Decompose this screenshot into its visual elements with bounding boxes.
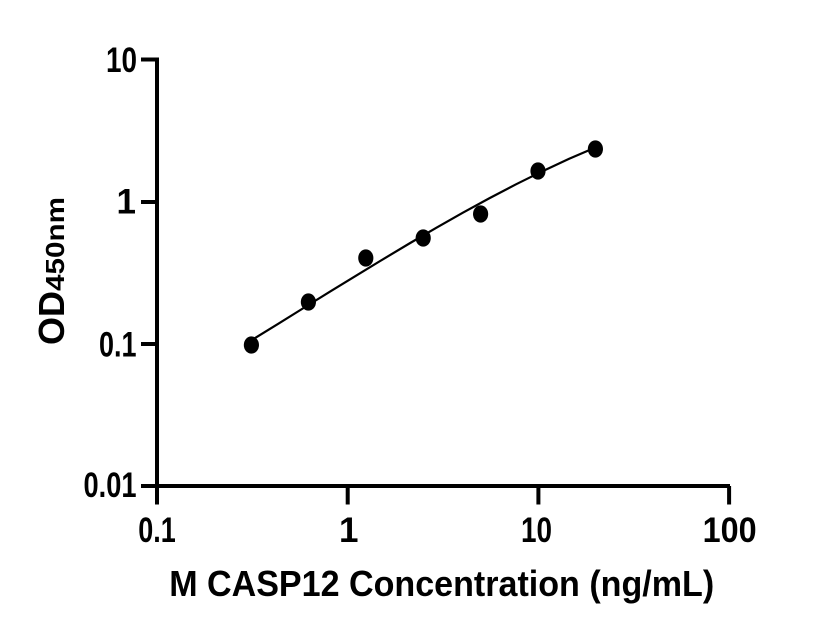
svg-text:450nm: 450nm	[40, 197, 70, 291]
svg-text:10: 10	[521, 511, 552, 550]
svg-text:OD: OD	[31, 291, 72, 345]
svg-text:0.01: 0.01	[84, 466, 137, 505]
svg-text:M CASP12 Concentration (ng/mL): M CASP12 Concentration (ng/mL)	[169, 563, 714, 604]
svg-text:1: 1	[117, 183, 136, 222]
svg-text:1: 1	[339, 511, 358, 550]
svg-text:100: 100	[703, 511, 757, 550]
svg-text:10: 10	[106, 41, 137, 80]
svg-text:0.1: 0.1	[99, 326, 137, 365]
svg-text:0.1: 0.1	[138, 511, 176, 550]
